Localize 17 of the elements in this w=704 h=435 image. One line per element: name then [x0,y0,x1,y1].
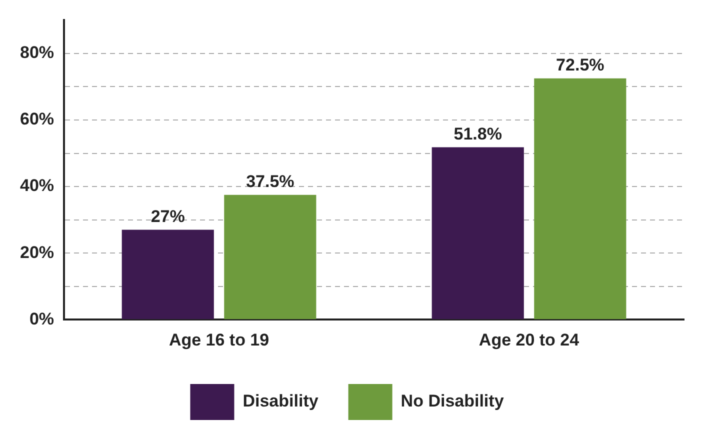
data-label: 37.5% [246,172,294,192]
y-tick-label: 0% [29,309,54,328]
bar [224,194,316,320]
x-tick-label: Age 20 to 24 [478,330,580,350]
y-tick-label: 40% [20,176,54,196]
y-tick-label: 60% [20,110,54,129]
x-tick-label: Age 16 to 19 [168,330,270,350]
bar [534,78,626,320]
data-label: 27% [150,206,185,226]
y-tick-label: 80% [20,43,54,62]
bar [432,147,524,320]
legend-label: Disability [242,392,319,411]
bar [122,230,214,320]
data-label: 72.5% [556,56,604,75]
legend-label: No Disability [400,392,504,411]
data-label: 51.8% [454,124,502,144]
y-tick-label: 20% [20,242,54,262]
